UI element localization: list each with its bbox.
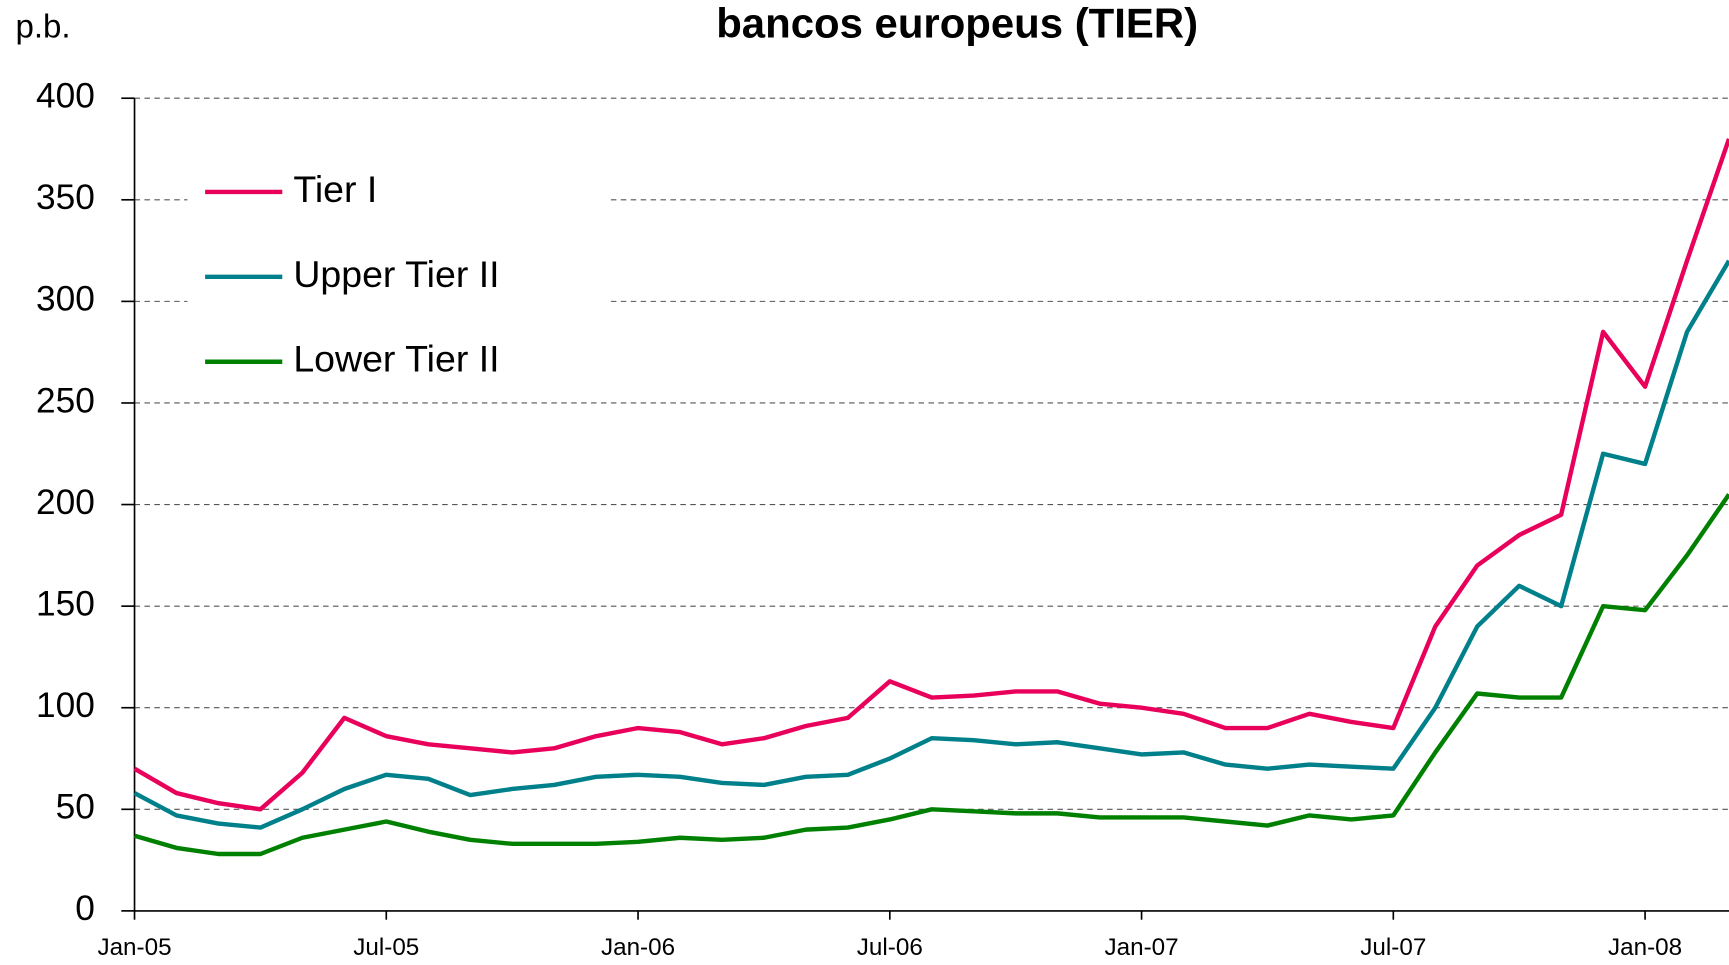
- y-tick-label: 250: [36, 381, 95, 420]
- series-line: [133, 493, 1729, 857]
- x-tick-label: Jan-07: [1104, 934, 1178, 961]
- y-tick-label: 300: [36, 280, 95, 319]
- legend-label: Lower Tier II: [293, 338, 499, 380]
- x-tick-label: Jul-05: [353, 934, 419, 961]
- y-tick-label: 100: [36, 686, 95, 725]
- series-line: [133, 259, 1729, 830]
- y-tick-label: 400: [36, 77, 95, 116]
- y-tick-label: 350: [36, 178, 95, 217]
- y-axis-label: p.b.: [15, 8, 70, 45]
- x-tick-label: Jan-06: [601, 934, 675, 961]
- x-tick-label: Jul-07: [1360, 934, 1426, 961]
- series-line: [133, 138, 1729, 812]
- y-tick-label: 50: [56, 788, 95, 827]
- x-tick-label: Jan-05: [97, 934, 171, 961]
- legend-label: Upper Tier II: [293, 253, 499, 295]
- y-tick-label: 0: [75, 889, 95, 928]
- y-tick-label: 150: [36, 584, 95, 623]
- legend-label: Tier I: [293, 168, 377, 210]
- y-tick-label: 200: [36, 483, 95, 522]
- x-tick-label: Jan-08: [1608, 934, 1682, 961]
- x-tick-label: Jul-06: [857, 934, 923, 961]
- chart-title: bancos europeus (TIER): [716, 0, 1198, 47]
